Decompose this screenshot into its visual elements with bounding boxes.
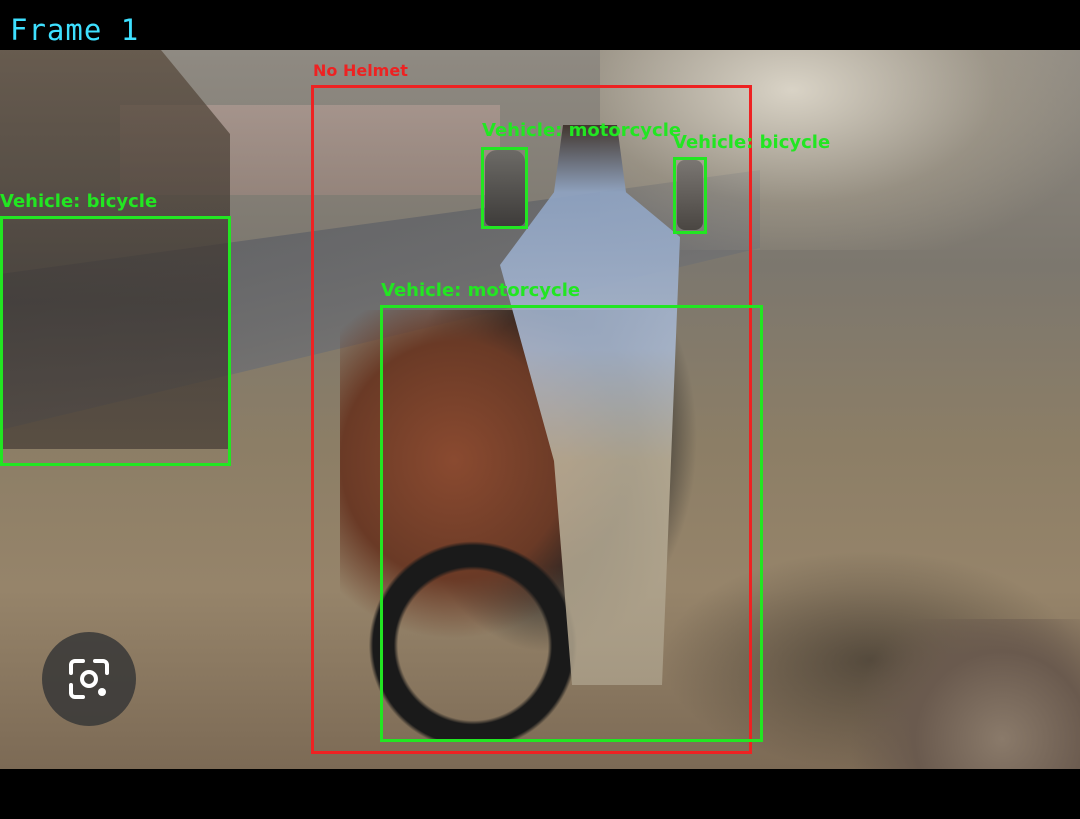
bicycle-label-rickshaw: Vehicle: bicycle: [0, 191, 158, 212]
distant-motorcycle: [485, 150, 525, 226]
bicycle-label-distant: Vehicle: bicycle: [673, 132, 831, 153]
motorcycle-label-small: Vehicle: motorcycle: [482, 120, 682, 141]
no-helmet-label: No Helmet: [313, 61, 408, 80]
bicycle-box-distant: [673, 157, 707, 234]
video-frame-image: [0, 50, 1080, 769]
motorcycle-box-small: [481, 147, 528, 229]
rubble-pile: [820, 619, 1080, 769]
cycle-rickshaw: [0, 50, 230, 449]
motorcycle-label-main: Vehicle: motorcycle: [381, 280, 581, 301]
camera-lens-icon: [69, 659, 109, 699]
distant-bicycle: [677, 160, 703, 230]
motorcycle-box-main: [380, 305, 763, 742]
frame-title: Frame 1: [10, 13, 140, 47]
no-helmet-box: [311, 85, 752, 754]
bicycle-box-rickshaw: [0, 216, 231, 466]
lens-search-button[interactable]: [42, 632, 136, 726]
